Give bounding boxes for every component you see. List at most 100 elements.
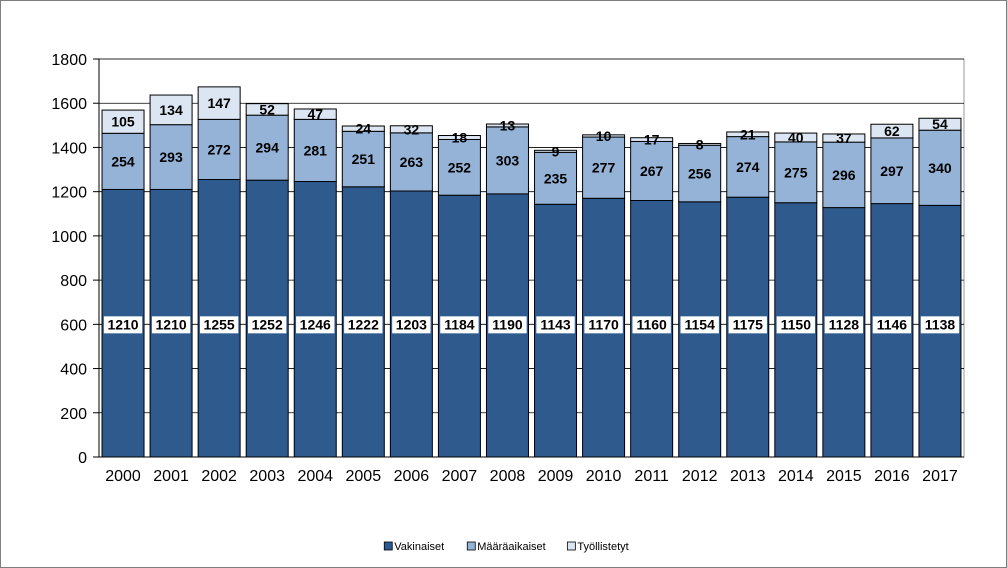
x-tick-label: 2012 [682, 468, 718, 485]
legend-swatch-määräaikaiset [466, 541, 476, 551]
data-label-bg [536, 316, 575, 334]
data-label-bg [344, 316, 383, 334]
data-label-työllistetyt-2013: 21 [740, 126, 756, 142]
legend-label-työllistetyt: Työllistetyt [577, 541, 628, 553]
bar-määräaikaiset-2004 [293, 118, 337, 182]
bar-työllistetyt-2006 [389, 125, 433, 134]
x-tick-label: 2000 [105, 468, 141, 485]
data-label-määräaikaiset-2007: 252 [448, 159, 472, 175]
y-tick-label: 400 [60, 362, 87, 379]
data-label-työllistetyt-2016: 62 [884, 123, 900, 139]
data-label-vakinaiset-2005: 1222 [348, 316, 379, 332]
legend-swatch-työllistetyt [566, 541, 576, 551]
bar-työllistetyt-2016 [870, 123, 914, 139]
data-label-bg [392, 316, 431, 334]
bar-määräaikaiset-2001 [149, 124, 193, 190]
x-tick-label: 2005 [346, 468, 382, 485]
x-tick-label: 2014 [778, 468, 814, 485]
legend-label-määräaikaiset: Määräaikaiset [477, 541, 545, 553]
legend-label-vakinaiset: Vakinaiset [394, 541, 444, 553]
x-tick-label: 2008 [490, 468, 526, 485]
data-label-määräaikaiset-2008: 303 [496, 152, 520, 168]
data-label-vakinaiset-2014: 1150 [781, 316, 812, 332]
bar-määräaikaiset-2007 [437, 138, 481, 196]
bar-työllistetyt-2002 [197, 86, 241, 120]
x-tick-label: 2016 [874, 468, 910, 485]
bar-määräaikaiset-2005 [341, 130, 385, 188]
data-label-bg [199, 316, 239, 334]
y-tick-label: 1400 [51, 140, 87, 157]
x-tick-label: 2017 [922, 468, 958, 485]
y-gridlines [93, 58, 964, 458]
data-label-määräaikaiset-2016: 297 [880, 163, 904, 179]
legend: Vakinaiset Määräaikaiset Työllistetyt [383, 541, 629, 553]
y-tick-label: 600 [60, 317, 87, 334]
data-label-vakinaiset-2004: 1246 [300, 316, 331, 332]
bar-työllistetyt-2009 [534, 149, 578, 153]
data-label-määräaikaiset-2001: 293 [159, 149, 183, 165]
data-label-määräaikaiset-2003: 294 [256, 140, 280, 156]
bar-työllistetyt-2014 [774, 132, 818, 143]
data-label-työllistetyt-2010: 10 [596, 128, 612, 144]
data-label-työllistetyt-2002: 147 [207, 95, 231, 111]
x-tick-label: 2007 [442, 468, 478, 485]
bar-määräaikaiset-2003 [245, 114, 289, 181]
data-label-työllistetyt-2006: 32 [404, 121, 420, 137]
data-label-bg [440, 316, 479, 334]
data-label-määräaikaiset-2011: 267 [640, 163, 664, 179]
data-label-määräaikaiset-2002: 272 [207, 141, 231, 157]
bar-määräaikaiset-2002 [197, 118, 241, 181]
bar-työllistetyt-2000 [101, 109, 145, 134]
plot-area [98, 58, 965, 458]
data-label-vakinaiset-2003: 1252 [252, 316, 283, 332]
x-tick-label: 2006 [394, 468, 430, 485]
x-tick-label: 2009 [538, 468, 574, 485]
data-label-vakinaiset-2009: 1143 [540, 316, 571, 332]
data-label-bg [872, 316, 912, 334]
x-tick-label: 2003 [249, 468, 285, 485]
y-axis-tick-labels: 0 200 400 600 800 1000 1200 1400 1600 1800 [51, 52, 87, 467]
bar-työllistetyt-2003 [245, 103, 289, 116]
x-tick-label: 2002 [201, 468, 237, 485]
data-label-määräaikaiset-2004: 281 [304, 142, 328, 158]
data-label-vakinaiset-2017: 1138 [925, 316, 956, 332]
data-label-bg [584, 316, 623, 334]
data-label-vakinaiset-2007: 1184 [444, 316, 475, 332]
data-label-määräaikaiset-2005: 251 [352, 151, 376, 167]
data-labels: 1210 254 105 1210 293 134 1255 272 147 1252 294 52 1… [103, 95, 960, 334]
y-tick-label: 1800 [51, 52, 87, 69]
data-label-työllistetyt-2001: 134 [159, 102, 183, 118]
x-tick-label: 2004 [297, 468, 333, 485]
y-tick-label: 200 [60, 406, 87, 423]
data-label-vakinaiset-2008: 1190 [492, 316, 523, 332]
data-label-työllistetyt-2011: 17 [644, 132, 660, 148]
bar-työllistetyt-2008 [485, 123, 529, 128]
data-label-bg [920, 316, 960, 334]
data-label-bg [247, 316, 287, 334]
bar-työllistetyt-2012 [678, 142, 722, 146]
data-label-vakinaiset-2013: 1175 [733, 316, 764, 332]
legend-swatch-vakinaiset [383, 541, 393, 551]
bar-määräaikaiset-2009 [534, 151, 578, 205]
data-label-vakinaiset-2001: 1210 [156, 316, 187, 332]
data-label-vakinaiset-2016: 1146 [877, 316, 908, 332]
data-label-määräaikaiset-2010: 277 [592, 160, 616, 176]
x-tick-label: 2015 [826, 468, 862, 485]
data-label-vakinaiset-2000: 1210 [107, 316, 138, 332]
data-label-määräaikaiset-2015: 296 [832, 167, 856, 183]
data-label-bg [632, 316, 671, 334]
bar-työllistetyt-2007 [437, 135, 481, 140]
data-label-bg [296, 316, 335, 334]
data-label-vakinaiset-2006: 1203 [396, 316, 427, 332]
data-label-työllistetyt-2003: 52 [259, 101, 275, 117]
data-label-bg [680, 316, 719, 334]
data-label-vakinaiset-2012: 1154 [685, 316, 716, 332]
data-label-työllistetyt-2000: 105 [111, 114, 135, 130]
bar-työllistetyt-2005 [341, 125, 385, 132]
bar-työllistetyt-2001 [149, 94, 193, 126]
data-label-työllistetyt-2008: 13 [500, 117, 516, 133]
y-tick-label: 800 [60, 273, 87, 290]
y-tick-label: 0 [78, 450, 87, 467]
bar-määräaikaiset-2016 [870, 137, 914, 205]
bar-työllistetyt-2011 [630, 137, 674, 142]
